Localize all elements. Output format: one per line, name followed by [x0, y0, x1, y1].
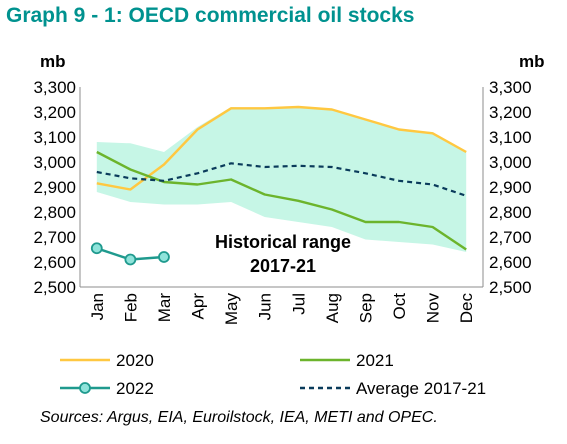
historical-range-band: [96, 107, 467, 252]
range-band-area: [96, 107, 467, 252]
axes: 2,500 2,500 2,600 2,600 2,700 2,700 2,800 2,800…: [33, 52, 544, 325]
y-tick-left-3100: 3,100: [33, 128, 76, 147]
y-tick-right-2900: 2,900: [489, 178, 532, 197]
legend-label-2020: 2020: [116, 351, 154, 370]
x-tick-jan: Jan: [88, 293, 107, 320]
point-2022-jan: [90, 242, 103, 255]
legend-label-2021: 2021: [356, 351, 394, 370]
legend-label-average-2017-21: Average 2017-21: [356, 379, 486, 398]
y-unit-left: mb: [40, 52, 66, 71]
y-tick-left-2600: 2,600: [33, 253, 76, 272]
x-tick-jul: Jul: [289, 293, 308, 315]
x-tick-apr: Apr: [189, 293, 208, 320]
point-2022-mar: [158, 251, 170, 263]
series-lines: [90, 105, 467, 266]
point-2022-feb: [124, 253, 137, 266]
x-tick-aug: Aug: [323, 293, 342, 323]
y-tick-right-3300: 3,300: [489, 78, 532, 97]
y-tick-right-3000: 3,000: [489, 153, 532, 172]
legend-label-2022: 2022: [116, 379, 154, 398]
y-tick-right-2600: 2,600: [489, 253, 532, 272]
y-tick-right-2700: 2,700: [489, 228, 532, 247]
y-tick-right-2800: 2,800: [489, 203, 532, 222]
x-tick-dec: Dec: [457, 293, 476, 324]
y-tick-right-2500: 2,500: [489, 278, 532, 297]
x-tick-sep: Sep: [356, 293, 375, 323]
range-label-line1: Historical range: [215, 232, 351, 252]
x-tick-mar: Mar: [155, 293, 174, 323]
y-tick-right-3200: 3,200: [489, 103, 532, 122]
series-line-2020: [96, 105, 467, 191]
y-unit-right: mb: [519, 52, 545, 71]
legend-marker-2022: [79, 382, 91, 394]
range-annotation: Historical range 2017-21: [215, 232, 351, 276]
x-tick-feb: Feb: [121, 293, 140, 322]
x-tick-may: May: [222, 293, 241, 326]
y-tick-left-2800: 2,800: [33, 203, 76, 222]
y-tick-left-2900: 2,900: [33, 178, 76, 197]
y-tick-left-3000: 3,000: [33, 153, 76, 172]
legend: 2020 2021 2022 Average 2017-21: [60, 351, 486, 398]
y-tick-left-3300: 3,300: [33, 78, 76, 97]
y-tick-right-3100: 3,100: [489, 128, 532, 147]
source-note: Sources: Argus, EIA, Euroilstock, IEA, M…: [40, 409, 438, 426]
series-line-2021: [96, 150, 467, 251]
y-tick-left-3200: 3,200: [33, 103, 76, 122]
x-tick-jun: Jun: [256, 293, 275, 320]
chart-title: Graph 9 - 1: OECD commercial oil stocks: [6, 4, 415, 27]
y-tick-left-2700: 2,700: [33, 228, 76, 247]
y-tick-left-2500: 2,500: [33, 278, 76, 297]
range-label-line2: 2017-21: [250, 256, 316, 276]
x-tick-oct: Oct: [390, 293, 409, 320]
x-tick-nov: Nov: [424, 293, 443, 324]
